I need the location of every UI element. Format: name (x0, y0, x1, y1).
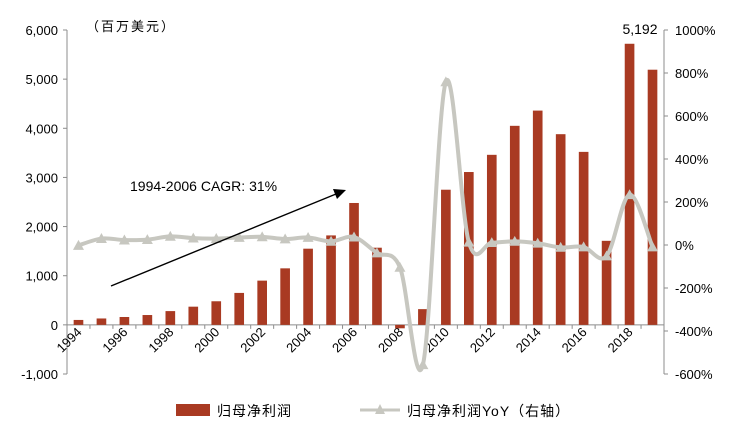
bar-1997 (142, 315, 153, 325)
bar-2008 (395, 324, 405, 329)
axis-layer: -1,000 0 1,000 2,000 3,000 4,000 5,000 6,000 -60… (21, 23, 716, 382)
yoy-point-2013 (509, 235, 521, 246)
x-tick-label: 1996 (99, 324, 130, 355)
yoy-line (77, 77, 655, 372)
left-tick-label: 3,000 (25, 170, 58, 185)
x-tick-label: 2008 (375, 324, 406, 355)
x-tick-label: 2002 (237, 324, 268, 355)
right-tick-label: 200% (675, 195, 709, 210)
yoy-point-1997 (141, 234, 153, 245)
bar-2005 (326, 235, 336, 325)
bar-1996 (119, 316, 130, 325)
bar-2006 (349, 202, 359, 325)
x-tick-label: 2004 (283, 324, 314, 355)
yoy-point-2015 (555, 241, 567, 252)
right-tick-label: 1000% (675, 23, 716, 38)
yoy-point-1996 (118, 234, 130, 245)
bar-2003 (280, 268, 290, 325)
x-tick-label: 2006 (329, 324, 360, 355)
bar-2002 (257, 280, 267, 325)
yoy-point-2011 (463, 236, 475, 247)
left-tick-label: 6,000 (25, 23, 58, 38)
left-tick-label: 2,000 (25, 220, 58, 235)
left-tick-label: -1,000 (21, 367, 58, 382)
left-tick-label: 5,000 (25, 72, 58, 87)
bar-2016 (578, 151, 589, 325)
bar-1999 (188, 306, 199, 325)
legend: 归母净利润 归母净利润YoY（右轴） (176, 403, 570, 419)
cagr-trend-arrow (110, 193, 337, 287)
x-tick-label: 2000 (191, 324, 222, 355)
right-tick-label: 600% (675, 109, 709, 124)
yoy-point-2014 (532, 237, 544, 248)
x-tick-label: 1998 (145, 324, 176, 355)
yoy-point-1999 (187, 232, 199, 243)
yoy-point-2018 (624, 189, 636, 200)
left-tick-label: 0 (51, 318, 58, 333)
label-layer: （百万美元） 1994-2006 CAGR: 31% 5,192 (86, 19, 658, 287)
bar-2019 (647, 69, 658, 325)
yoy-point-2009 (417, 359, 429, 370)
bar-1994 (73, 319, 84, 325)
bar-layer (73, 43, 658, 329)
yoy-point-2019 (647, 241, 659, 252)
right-tick-label: 400% (675, 152, 709, 167)
x-tick-label: 2018 (605, 324, 636, 355)
right-tick-label: -400% (675, 324, 713, 339)
yoy-point-1998 (164, 230, 176, 241)
yoy-point-2010 (440, 76, 452, 87)
bar-2013 (509, 125, 520, 325)
bar-2000 (211, 301, 222, 325)
yoy-point-2000 (210, 233, 222, 243)
x-tick-label: 2014 (513, 324, 544, 355)
yoy-point-2004 (302, 231, 314, 242)
yoy-point-2005 (325, 235, 337, 246)
bar-2018 (624, 43, 635, 325)
bar-2011 (464, 172, 474, 325)
legend-line-label: 归母净利润YoY（右轴） (407, 403, 570, 419)
bar-1998 (165, 311, 176, 325)
bar-2017 (601, 240, 612, 325)
yoy-point-1995 (95, 233, 107, 243)
bar-2009 (418, 309, 428, 325)
legend-bar-label: 归母净利润 (217, 403, 292, 419)
yoy-point-2016 (578, 241, 590, 252)
right-tick-label: 0% (675, 238, 694, 253)
right-tick-label: -600% (675, 367, 713, 382)
legend-line-marker (375, 404, 385, 414)
bar-2014 (532, 110, 543, 325)
last-value-label: 5,192 (622, 21, 657, 37)
yoy-point-2003 (279, 233, 291, 244)
bar-2015 (555, 134, 566, 325)
bar-1995 (96, 318, 107, 325)
x-tick-label: 2012 (467, 324, 498, 355)
left-tick-label: 4,000 (25, 121, 58, 136)
yoy-point-2017 (601, 250, 613, 261)
unit-label: （百万美元） (86, 19, 176, 34)
bar-2010 (441, 189, 451, 325)
x-tick-label: 1994 (54, 324, 85, 355)
yoy-point-2002 (256, 231, 268, 242)
yoy-point-2012 (486, 237, 498, 248)
yoy-point-2006 (348, 231, 360, 242)
x-tick-label: 2016 (559, 324, 590, 355)
bar-2007 (372, 247, 382, 325)
bar-2001 (234, 292, 245, 325)
bar-2004 (303, 248, 313, 325)
line-layer (72, 76, 659, 372)
yoy-point-2007 (371, 247, 383, 258)
right-tick-label: -200% (675, 281, 713, 296)
yoy-point-2001 (233, 231, 245, 242)
right-tick-label: 800% (675, 66, 709, 81)
legend-bar-swatch (176, 404, 210, 416)
yoy-point-2008 (394, 261, 406, 272)
left-tick-label: 1,000 (25, 269, 58, 284)
yoy-point-1994 (72, 239, 84, 250)
cagr-annotation: 1994-2006 CAGR: 31% (130, 178, 277, 194)
cagr-arrow-head (333, 189, 346, 199)
